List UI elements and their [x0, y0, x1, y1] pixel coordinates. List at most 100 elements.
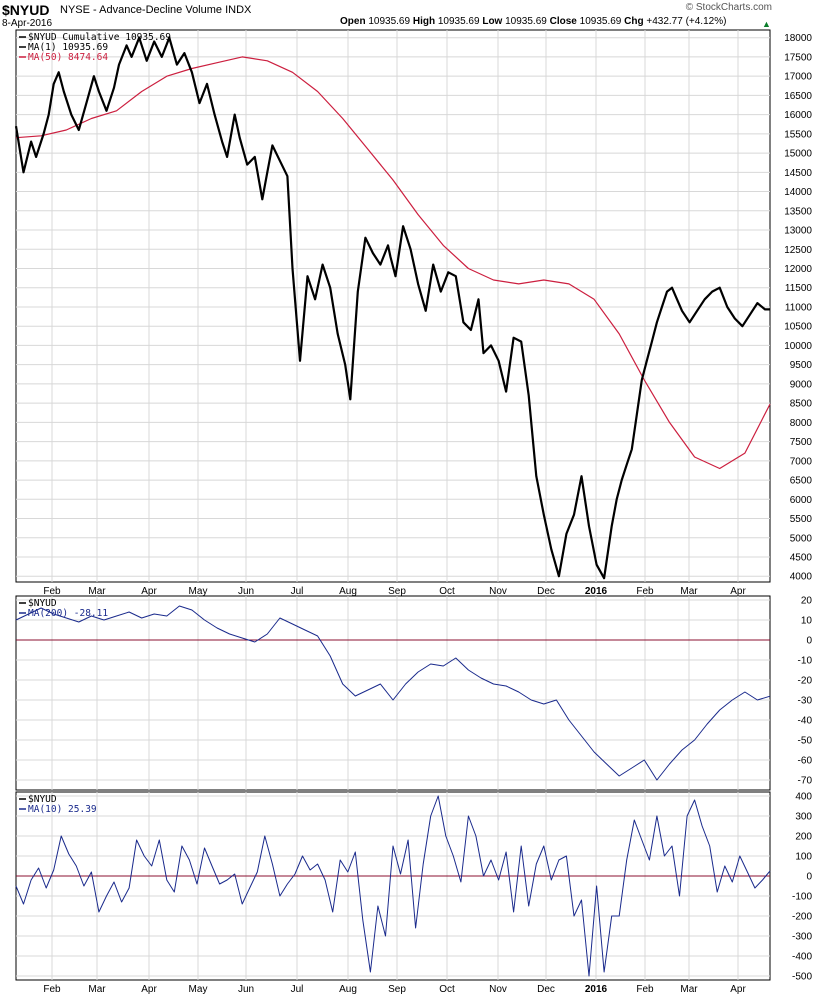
legend-label: MA(10) 25.39 [28, 804, 97, 815]
legend-label: $NYUD [28, 794, 57, 805]
y-tick-label: 0 [806, 872, 812, 883]
y-tick-label: 300 [795, 812, 812, 823]
y-tick-label: 16500 [784, 91, 812, 102]
y-tick-label: -200 [792, 912, 812, 923]
y-tick-label: 11500 [785, 283, 813, 294]
x-tick-label: 2016 [585, 984, 608, 995]
symbol-label: $NYUD [2, 2, 50, 18]
legend-label: MA(200) -28.11 [28, 608, 108, 619]
y-tick-label: 9000 [790, 379, 813, 390]
y-tick-label: 13500 [784, 206, 812, 217]
watermark: © StockCharts.com [685, 2, 772, 13]
y-tick-label: 6000 [790, 495, 813, 506]
high-label: High [412, 16, 436, 27]
y-tick-label: 200 [795, 832, 812, 843]
panel-frame-2 [15, 791, 771, 981]
x-tick-label: Apr [730, 984, 746, 995]
x-tick-label: Aug [339, 586, 357, 597]
y-tick-label: -60 [798, 756, 813, 767]
x-tick-label: Apr [141, 586, 157, 597]
series-line-ma-200- [15, 605, 771, 781]
x-tick-label: Oct [439, 586, 455, 597]
chart-header: $NYUD NYSE - Advance-Decline Volume INDX… [0, 0, 820, 30]
x-tick-label: Jun [238, 984, 254, 995]
x-tick-label: Aug [339, 984, 357, 995]
x-tick-label: Jul [291, 984, 304, 995]
y-tick-label: 17000 [784, 72, 812, 83]
y-tick-label: 15000 [784, 149, 812, 160]
legend-label: MA(50) 8474.64 [28, 52, 108, 63]
legend-label: $NYUD [28, 598, 57, 609]
y-tick-label: 18000 [784, 33, 812, 44]
y-tick-label: 8000 [790, 418, 813, 429]
x-tick-label: Mar [88, 984, 106, 995]
open-value: 10935.69 [368, 16, 411, 27]
y-tick-label: 20 [801, 596, 813, 607]
y-tick-label: 9500 [790, 360, 813, 371]
y-tick-label: -40 [798, 716, 813, 727]
y-tick-label: -20 [798, 676, 813, 687]
y-tick-label: 4000 [790, 572, 813, 583]
y-tick-label: 12000 [784, 264, 812, 275]
low-value: 10935.69 [505, 16, 547, 27]
y-tick-label: 13000 [784, 226, 812, 237]
x-tick-label: Nov [489, 586, 507, 597]
x-tick-label: Feb [43, 984, 61, 995]
x-tick-label: Feb [43, 586, 61, 597]
ohlc-readout: Open 10935.69 High 10935.69 Low 10935.69… [340, 16, 726, 27]
x-tick-label: Feb [636, 586, 654, 597]
x-tick-label: Apr [141, 984, 157, 995]
x-tick-label: Jul [291, 586, 304, 597]
series-line-ma-10- [15, 795, 771, 977]
x-tick-label: Mar [680, 984, 698, 995]
x-tick-label: Jun [238, 586, 254, 597]
legend-label: MA(1) 10935.69 [28, 42, 108, 53]
series-line--nyud-cumulative [14, 36, 770, 580]
x-tick-label: Feb [636, 984, 654, 995]
y-tick-label: 16000 [784, 110, 812, 121]
y-tick-label: 10000 [784, 341, 812, 352]
x-tick-label: Mar [88, 586, 106, 597]
x-tick-label: May [189, 984, 208, 995]
low-label: Low [482, 16, 503, 27]
symbol-description: NYSE - Advance-Decline Volume INDX [60, 4, 252, 16]
y-tick-label: -400 [792, 952, 812, 963]
y-tick-label: 12500 [784, 245, 812, 256]
quote-date: 8-Apr-2016 [2, 18, 53, 29]
y-tick-label: 5500 [790, 514, 813, 525]
x-tick-label: Dec [537, 984, 555, 995]
x-tick-label: Dec [537, 586, 555, 597]
x-tick-label: Apr [730, 586, 746, 597]
x-tick-label: May [189, 586, 208, 597]
up-triangle-icon: ▲ [762, 19, 771, 29]
close-value: 10935.69 [579, 16, 622, 27]
y-tick-label: 14500 [784, 168, 812, 179]
y-tick-label: -300 [792, 932, 812, 943]
y-tick-label: 7000 [790, 456, 813, 467]
y-tick-label: -30 [798, 696, 813, 707]
x-tick-label: Sep [388, 984, 406, 995]
y-tick-label: -70 [798, 776, 813, 787]
y-tick-label: -100 [792, 892, 812, 903]
y-tick-label: 10500 [784, 322, 812, 333]
y-tick-label: 11000 [785, 302, 813, 313]
high-value: 10935.69 [437, 16, 480, 27]
series-line-ma-50- [15, 56, 771, 470]
x-tick-label: Nov [489, 984, 507, 995]
close-label: Close [549, 16, 577, 27]
x-tick-label: Oct [439, 984, 455, 995]
panel-frame-0 [15, 29, 771, 583]
x-tick-label: Mar [680, 586, 698, 597]
y-tick-label: -50 [798, 736, 813, 747]
open-label: Open [340, 16, 366, 27]
y-tick-label: 6500 [790, 476, 813, 487]
y-tick-label: -10 [798, 656, 813, 667]
legend-label: $NYUD Cumulative 10935.69 [28, 32, 171, 43]
chg-value: +432.77 (+4.12%) [646, 16, 727, 27]
y-tick-label: 5000 [790, 533, 813, 544]
y-tick-label: 100 [795, 852, 812, 863]
y-tick-label: 8500 [790, 399, 813, 410]
y-tick-label: 400 [795, 792, 812, 803]
y-tick-label: 14000 [784, 187, 812, 198]
